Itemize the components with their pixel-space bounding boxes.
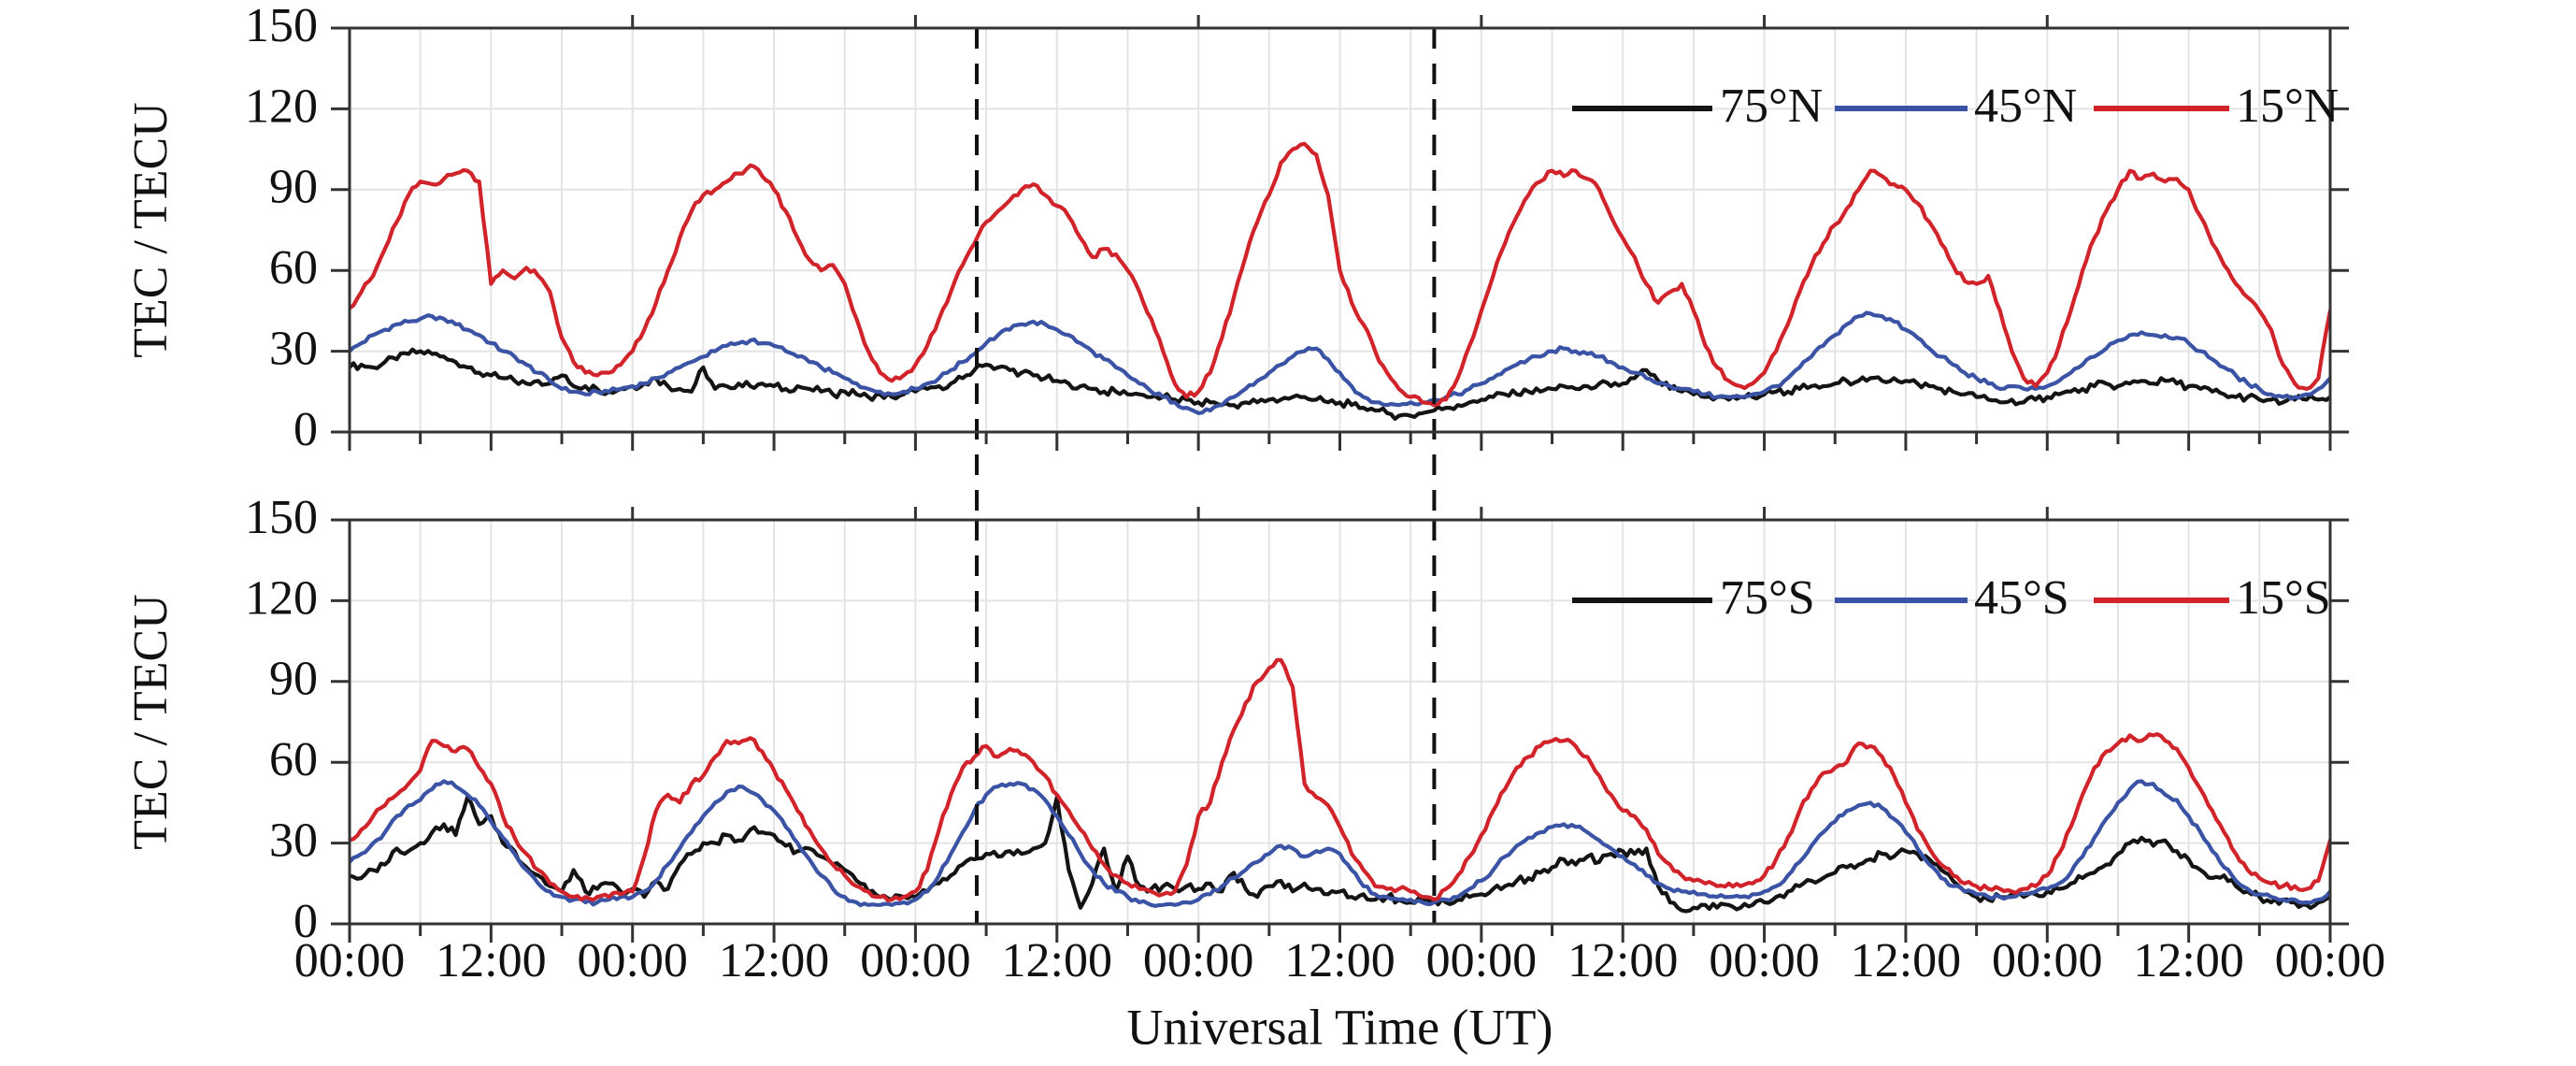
- y-tick-label: 90: [269, 161, 318, 214]
- x-tick-label: 00:00: [1709, 934, 1819, 987]
- x-tick-label: 00:00: [2275, 934, 2385, 987]
- x-tick-label: 12:00: [1567, 934, 1678, 987]
- x-tick-label: 12:00: [1851, 934, 1961, 987]
- y-tick-label: 60: [269, 241, 318, 295]
- series-line-75degN: [350, 347, 2330, 421]
- x-tick-label: 00:00: [1992, 934, 2102, 987]
- y-axis-label: TEC / TECU: [124, 102, 178, 357]
- y-tick-label: 150: [245, 491, 318, 544]
- legend-label: 45°N: [1974, 79, 2077, 133]
- x-tick-label: 12:00: [436, 934, 546, 987]
- panel-southern-hemisphere: [331, 507, 2349, 943]
- y-tick-label: 0: [293, 895, 318, 948]
- series-line-45degS: [350, 779, 2330, 908]
- y-tick-label: 0: [293, 403, 318, 456]
- y-tick-label: 90: [269, 653, 318, 706]
- x-tick-label: 12:00: [1284, 934, 1395, 987]
- y-tick-label: 120: [245, 79, 318, 133]
- legend-label: 15°S: [2236, 571, 2331, 625]
- legend-label: 75°N: [1720, 79, 1823, 133]
- y-tick-label: 150: [245, 0, 318, 52]
- y-tick-label: 120: [245, 571, 318, 625]
- x-tick-label: 12:00: [2133, 934, 2243, 987]
- x-tick-label: 00:00: [860, 934, 970, 987]
- x-tick-label: 00:00: [577, 934, 687, 987]
- series-line-15degS: [350, 657, 2330, 903]
- x-tick-label: 12:00: [1002, 934, 1112, 987]
- x-axis-label: Universal Time (UT): [1127, 999, 1553, 1055]
- y-tick-label: 60: [269, 733, 318, 786]
- x-tick-label: 12:00: [719, 934, 829, 987]
- x-tick-label: 00:00: [1143, 934, 1253, 987]
- y-tick-label: 30: [269, 323, 318, 376]
- legend-label: 75°S: [1720, 571, 1815, 625]
- x-tick-label: 00:00: [294, 934, 405, 987]
- y-tick-label: 30: [269, 814, 318, 868]
- y-axis-label: TEC / TECU: [124, 594, 178, 849]
- legend-label: 45°S: [1974, 571, 2069, 625]
- series-line-15degN: [350, 141, 2330, 408]
- x-tick-label: 00:00: [1426, 934, 1537, 987]
- panel-northern-hemisphere: [331, 15, 2349, 520]
- legend-label: 15°N: [2236, 79, 2339, 133]
- series-line-45degN: [350, 310, 2330, 415]
